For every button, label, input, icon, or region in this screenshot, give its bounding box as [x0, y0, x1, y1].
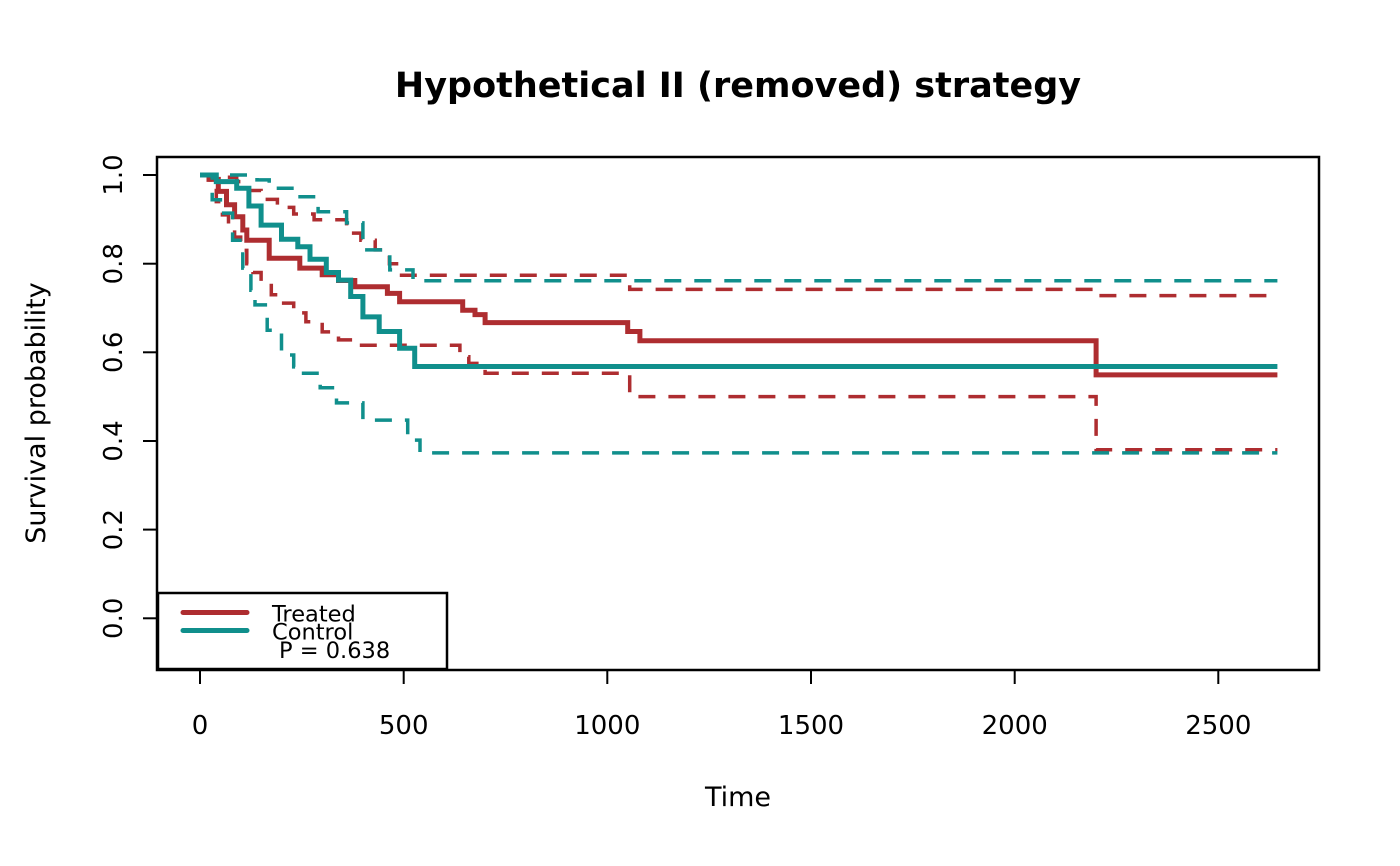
legend: Treated Control P = 0.638 [156, 591, 449, 671]
legend-pvalue-label: P = 0.638 [279, 638, 390, 664]
x-tick-label: 2500 [1185, 711, 1251, 741]
control-lower-ci-curve [200, 173, 1278, 455]
x-tick-label: 1500 [778, 711, 844, 741]
x-tick-label: 0 [192, 711, 209, 741]
x-tick-label: 1000 [574, 711, 640, 741]
y-tick-label: 0.6 [99, 332, 129, 373]
y-tick-label: 0.2 [99, 509, 129, 550]
legend-label-control: Control [272, 620, 353, 646]
y-tick-label: 0.4 [99, 420, 129, 461]
x-tick-label: 500 [379, 711, 429, 741]
y-tick-label: 0.8 [99, 243, 129, 284]
x-axis-title: Time [704, 782, 771, 813]
treated-lower-ci-curve [200, 173, 1278, 452]
control-curve [200, 172, 1278, 369]
x-axis: 0 500 1000 1500 2000 2500 [192, 670, 1251, 741]
treated-upper-ci-curve [200, 173, 1278, 298]
curves-group [200, 172, 1278, 455]
x-tick-label: 2000 [982, 711, 1048, 741]
legend-label-treated: Treated [271, 602, 356, 628]
y-axis: 0.0 0.2 0.4 0.6 0.8 1.0 [99, 154, 157, 639]
y-tick-label: 0.0 [99, 598, 129, 639]
plot-title: Hypothetical II (removed) strategy [395, 66, 1081, 106]
y-tick-label: 1.0 [99, 154, 129, 195]
control-upper-ci-curve [200, 173, 1278, 283]
y-axis-title: Survival probability [21, 282, 52, 544]
plot-frame [155, 155, 1321, 672]
